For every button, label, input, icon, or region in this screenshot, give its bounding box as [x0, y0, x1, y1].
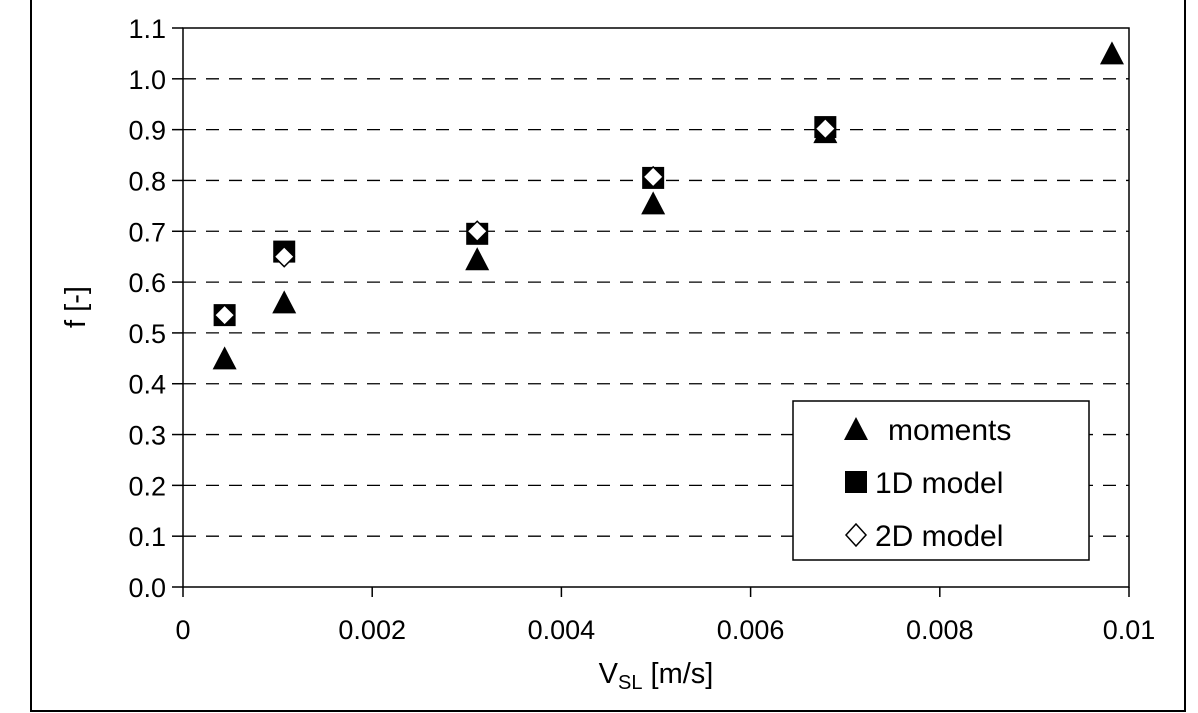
legend-box: [792, 400, 1090, 561]
y-tick-label: 0.8: [128, 166, 166, 196]
legend-diamond-marker: [844, 522, 868, 548]
y-tick-label: 0.6: [128, 268, 166, 298]
2d-model-point: [213, 304, 236, 327]
moments-point: [641, 191, 666, 215]
y-axis-label: f [-]: [60, 286, 92, 328]
moments-point: [1099, 41, 1124, 65]
legend-label-1d-model: 1D model: [875, 467, 1003, 500]
moments-point: [272, 290, 297, 314]
2d-model-point: [642, 165, 665, 188]
legend-triangle-marker: [844, 417, 868, 440]
y-tick-label: 0.3: [128, 421, 166, 451]
y-tick-label: 1.1: [128, 14, 166, 44]
moments-point: [465, 247, 490, 271]
y-tick-label: 0.9: [128, 116, 166, 146]
x-axis-label: VSL [m/s]: [599, 658, 714, 694]
x-tick-label: 0.01: [1103, 615, 1156, 645]
x-tick-label: 0.006: [717, 615, 785, 645]
x-tick-label: 0.008: [906, 615, 974, 645]
y-tick-label: 0.0: [128, 573, 166, 603]
x-tick-label: 0.002: [338, 615, 406, 645]
y-tick-label: 0.4: [128, 370, 166, 400]
x-tick-label: 0: [175, 615, 190, 645]
2d-model-point: [273, 245, 296, 268]
x-tick-label: 0.004: [528, 615, 596, 645]
y-tick-label: 0.2: [128, 471, 166, 501]
legend-label-moments: moments: [888, 414, 1011, 447]
plot-area: [182, 27, 1130, 588]
legend-label-2d-model: 2D model: [875, 520, 1003, 553]
y-tick-label: 0.7: [128, 217, 166, 247]
moments-point: [212, 346, 237, 370]
2d-model-point: [814, 117, 837, 140]
legend: moments 1D model 2D model: [792, 400, 1090, 561]
2d-model-point: [466, 220, 489, 243]
legend-square-marker: [845, 471, 867, 493]
y-tick-label: 1.0: [128, 65, 166, 95]
y-tick-label: 0.1: [128, 522, 166, 552]
chart-frame: [30, 0, 1186, 712]
y-tick-label: 0.5: [128, 319, 166, 349]
